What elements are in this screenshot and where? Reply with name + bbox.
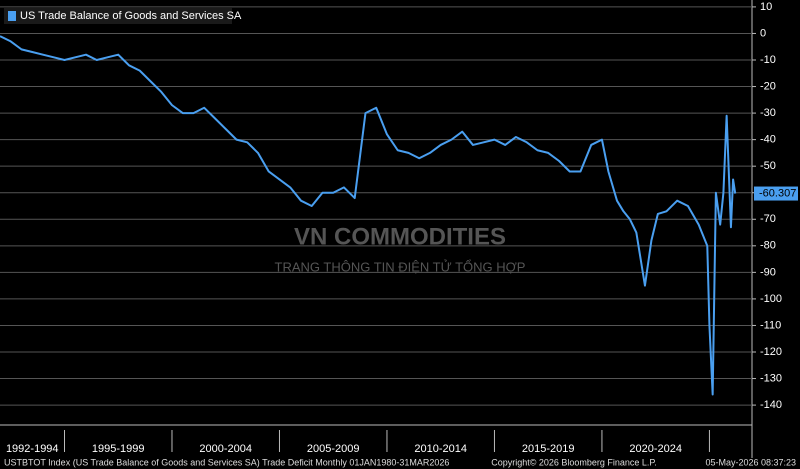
y-tick-label: -90: [760, 266, 776, 278]
y-tick-label: -30: [760, 107, 776, 119]
y-tick-label: -100: [760, 293, 782, 305]
y-tick-label: -130: [760, 372, 782, 384]
y-tick-label: -40: [760, 134, 776, 146]
y-tick-label: -80: [760, 240, 776, 252]
last-value-box: [754, 186, 798, 201]
x-band-label: 2005-2009: [307, 443, 360, 455]
x-band-label: 2000-2004: [199, 443, 252, 455]
y-tick-label: -20: [760, 80, 776, 92]
x-band-label: 2015-2019: [522, 443, 575, 455]
y-tick-label: -110: [760, 319, 781, 331]
y-tick-label: -140: [760, 399, 782, 411]
x-band-label: 2020-2024: [629, 443, 682, 455]
legend-label: US Trade Balance of Goods and Services S…: [20, 10, 242, 22]
footer-right: 05-May-2026 08:37:23: [705, 457, 796, 467]
x-band-label: 1995-1999: [92, 443, 145, 455]
watermark-title: VN COMMODITIES: [294, 223, 506, 250]
footer-left: USTBTOT Index (US Trade Balance of Goods…: [4, 457, 449, 467]
y-tick-label: -70: [760, 213, 776, 225]
footer-center: Copyright© 2026 Bloomberg Finance L.P.: [491, 457, 657, 467]
legend-box: [4, 8, 232, 24]
x-band-label: 1992-1994: [6, 443, 59, 455]
legend-swatch: [8, 11, 16, 21]
y-tick-label: -50: [760, 160, 776, 172]
y-tick-label: -10: [760, 54, 776, 66]
y-tick-label: 10: [760, 1, 772, 13]
series-line: [0, 35, 737, 396]
watermark-subtitle: TRANG THÔNG TIN ĐIỆN TỬ TỔNG HỢP: [275, 259, 526, 274]
y-tick-label: -120: [760, 346, 782, 358]
last-value-label: -60.307: [759, 187, 796, 199]
x-band-label: 2010-2014: [414, 443, 467, 455]
y-tick-label: 0: [760, 27, 766, 39]
